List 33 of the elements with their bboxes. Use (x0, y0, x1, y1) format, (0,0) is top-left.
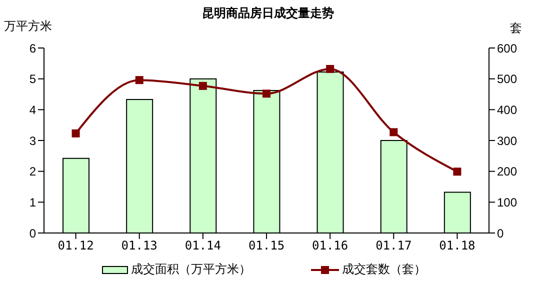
x-tick-label: 01.16 (312, 238, 348, 253)
point (453, 168, 462, 176)
x-tick-label: 01.12 (58, 238, 94, 253)
point (262, 90, 270, 98)
x-tick-label: 01.18 (439, 238, 476, 253)
chart-title: 昆明商品房日成交量走势 (202, 6, 334, 20)
y2-tick-label: 300 (497, 134, 518, 148)
x-tick-label: 01.13 (121, 238, 158, 253)
y-tick-label: 4 (29, 102, 36, 117)
y2-tick-label: 600 (497, 41, 518, 56)
legend-label: 成交套数（套） (342, 261, 426, 278)
y-tick-label: 6 (29, 41, 36, 56)
y2-axis-title: 套 (510, 20, 522, 37)
y-axis-title: 万平方米 (4, 18, 52, 35)
y-tick-label: 2 (29, 164, 36, 179)
point (326, 64, 334, 73)
legend-label: 成交面积（万平方米） (131, 261, 251, 278)
x-tick-label: 01.17 (376, 238, 412, 253)
point (198, 82, 207, 90)
point (135, 76, 144, 84)
y2-tick-label: 200 (497, 164, 518, 179)
y2-tick-label: 100 (497, 195, 518, 210)
y2-tick-label: 400 (497, 102, 518, 117)
x-tick-label: 01.15 (248, 238, 285, 253)
y-tick-label: 3 (29, 134, 36, 148)
y-tick-label: 0 (29, 226, 36, 240)
x-tick-label: 01.14 (184, 238, 221, 253)
y-tick-label: 5 (29, 72, 36, 86)
y2-tick-label: 500 (497, 72, 518, 86)
y2-tick-label: 0 (497, 226, 504, 240)
y-tick-label: 1 (29, 195, 36, 210)
point (72, 129, 80, 138)
point (390, 128, 398, 136)
